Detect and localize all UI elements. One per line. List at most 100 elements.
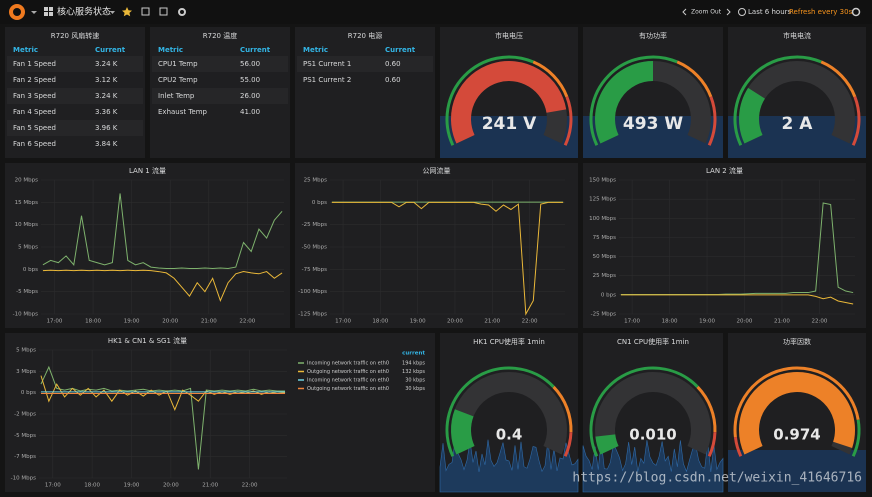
table-row	[7, 88, 143, 104]
legend-current: 194 kbps	[402, 361, 425, 367]
panel-title: 公网流量	[423, 166, 451, 175]
y-tick-label: -100 Mbps	[298, 289, 327, 295]
y-tick-label: 0 bps	[23, 267, 38, 273]
share-icon[interactable]	[141, 7, 150, 16]
threshold-arc	[589, 55, 678, 146]
threshold-arc	[707, 96, 717, 146]
threshold-arc	[851, 419, 861, 457]
y-tick-label: -5 Mbps	[14, 433, 36, 439]
gauge-value: 0.974	[773, 426, 820, 444]
threshold-arc	[445, 366, 555, 457]
table-row	[7, 104, 143, 120]
grid-icon	[49, 12, 53, 16]
threshold-arc	[552, 385, 573, 433]
cell: 3.84 K	[95, 140, 118, 148]
x-tick-label: 18:00	[84, 483, 100, 489]
x-tick-label: 21:00	[201, 319, 217, 325]
y-tick-label: -25 Mbps	[591, 312, 616, 318]
y-tick-label: 5 Mbps	[18, 245, 38, 251]
grid-icon	[49, 7, 53, 11]
table-row	[7, 56, 143, 72]
legend-current: 132 kbps	[402, 369, 425, 375]
x-tick-label: 22:00	[239, 319, 255, 325]
gauge-fill	[739, 87, 766, 144]
cell: Fan 4 Speed	[13, 108, 56, 116]
zoom-out[interactable]: Zoom Out	[691, 9, 722, 16]
panel-title: R720 风扇转速	[51, 31, 99, 40]
y-tick-label: 50 Mbps	[593, 254, 616, 260]
threshold-arc	[733, 366, 860, 438]
caret	[110, 11, 115, 14]
table-row	[7, 120, 143, 136]
sparkline	[728, 450, 866, 492]
x-tick-label: 19:00	[410, 319, 426, 325]
y-tick-label: -75 Mbps	[302, 267, 327, 273]
x-tick-label: 17:00	[335, 319, 351, 325]
threshold-arc	[445, 55, 534, 146]
y-tick-label: 0 bps	[601, 292, 616, 298]
series-line	[42, 269, 283, 302]
column-header: Metric	[158, 46, 183, 54]
logo-inner	[13, 8, 21, 16]
gauge-value: 493 W	[623, 114, 683, 134]
panel-title: 市电电流	[783, 31, 811, 40]
cell: CPU1 Temp	[158, 60, 198, 68]
gauge-fill	[739, 372, 855, 455]
cell: Exhaust Temp	[158, 108, 208, 116]
column-header: Metric	[13, 46, 38, 54]
y-tick-label: 150 Mbps	[589, 178, 616, 184]
x-tick-label: 20:00	[737, 319, 753, 325]
x-tick-label: 21:00	[202, 483, 218, 489]
y-tick-label: -25 Mbps	[302, 222, 327, 228]
legend-name: Incoming network traffic on eth0	[307, 378, 389, 384]
y-tick-label: 125 Mbps	[589, 197, 616, 203]
y-tick-label: 25 Mbps	[304, 178, 327, 184]
gauge-value: 0.010	[629, 426, 676, 444]
legend-name: Outgoing network traffic on eth0	[307, 386, 389, 392]
topbar	[0, 0, 872, 24]
y-tick-label: -50 Mbps	[302, 245, 327, 251]
x-tick-label: 17:00	[624, 319, 640, 325]
threshold-arc	[851, 96, 861, 146]
panel	[295, 27, 435, 158]
y-tick-label: 5 Mbps	[16, 348, 36, 354]
gauge-track	[595, 372, 711, 455]
y-tick-label: 20 Mbps	[15, 178, 38, 184]
gauge-fill	[451, 61, 567, 144]
y-tick-label: -125 Mbps	[298, 312, 327, 318]
x-tick-label: 22:00	[522, 319, 538, 325]
table-row	[7, 136, 143, 152]
legend-name: Incoming network traffic on eth0	[307, 361, 389, 367]
series-line	[40, 365, 286, 470]
x-tick-label: 17:00	[47, 319, 63, 325]
cell: Fan 5 Speed	[13, 124, 56, 132]
refresh-rate[interactable]: Refresh every 30s	[789, 8, 853, 16]
cell: PS1 Current 1	[303, 60, 351, 68]
settings-icon[interactable]	[178, 8, 186, 16]
cell: 3.24 K	[95, 60, 118, 68]
panel-title: R720 温度	[203, 31, 237, 40]
watermark: https://blog.csdn.net/weixin_41646716	[572, 471, 862, 486]
cell: Fan 6 Speed	[13, 140, 56, 148]
cell: PS1 Current 2	[303, 76, 351, 84]
y-tick-label: 25 Mbps	[593, 273, 616, 279]
y-tick-label: -10 Mbps	[11, 476, 36, 482]
series-line	[331, 201, 564, 316]
x-tick-label: 22:00	[242, 483, 258, 489]
panel-title: LAN 1 流量	[129, 166, 166, 175]
save-icon[interactable]	[159, 7, 168, 16]
forward-icon[interactable]	[726, 8, 731, 16]
y-tick-label: 100 Mbps	[589, 216, 616, 222]
panel-title: CN1 CPU使用率 1min	[617, 337, 689, 346]
star-icon[interactable]	[122, 7, 132, 17]
threshold-arc	[676, 60, 713, 98]
x-tick-label: 20:00	[162, 319, 178, 325]
column-header: Current	[95, 46, 126, 54]
refresh-icon[interactable]	[851, 7, 861, 17]
cell: Inlet Temp	[158, 92, 195, 100]
time-range[interactable]: Last 6 hours	[748, 8, 792, 16]
y-tick-label: 75 Mbps	[593, 235, 616, 241]
y-tick-label: -7 Mbps	[14, 454, 36, 460]
dashboard-title[interactable]: 核心服务状态	[57, 6, 111, 18]
